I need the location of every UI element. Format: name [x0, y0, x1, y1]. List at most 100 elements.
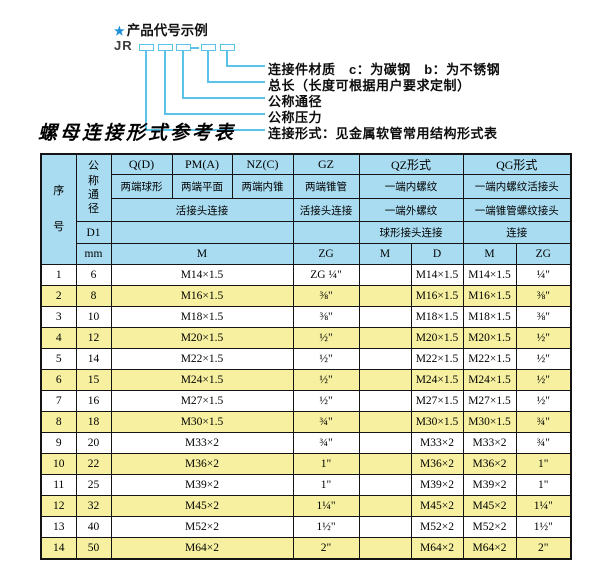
- cell-qz-m: [358, 348, 412, 370]
- cell-qz-m: [358, 264, 412, 286]
- cell-qz-d: M52×2: [410, 516, 464, 538]
- table-row: 2 8 M16×1.5 ⅜" M16×1.5 M16×1.5 ⅜": [40, 285, 572, 307]
- table-row: 10 22 M36×2 1" M36×2 M36×2 1": [40, 453, 572, 475]
- connector-line: [182, 97, 265, 99]
- cell-qg-zg: ½": [515, 390, 572, 412]
- cell-qg-m: M64×2: [462, 537, 517, 560]
- cell-mm: 20: [75, 432, 112, 454]
- header-code-pma: PM(A): [171, 153, 233, 175]
- header-col-zg: ZG: [292, 243, 360, 265]
- code-label-diameter: 公称通径: [268, 94, 323, 109]
- cell-m-thread: M39×2: [110, 474, 294, 496]
- cell-gz-zg: ¾": [292, 432, 360, 454]
- code-label-connection: 连接形式：见金属软管常用结构形式表: [268, 126, 498, 141]
- header-blank-left: [110, 221, 294, 244]
- table-row: 14 50 M64×2 2" M64×2 M64×2 2": [40, 537, 572, 560]
- cell-qz-m: [358, 306, 412, 328]
- table-title: 螺母连接形式参考表: [38, 123, 237, 144]
- cell-qg-m: M45×2: [462, 495, 517, 517]
- cell-qg-zg: ½": [515, 348, 572, 370]
- cell-qg-zg: ⅜": [515, 306, 572, 328]
- header-col-qz-d: D: [410, 243, 464, 265]
- cell-qg-m: M14×1.5: [462, 264, 517, 286]
- header-mm: mm: [75, 243, 112, 265]
- header-type-qz-2: 一端外螺纹: [358, 198, 464, 222]
- cell-gz-zg: 1": [292, 453, 360, 475]
- cell-gz-zg: ½": [292, 369, 360, 391]
- header-d1: D1: [75, 221, 112, 244]
- cell-qg-zg: ¼": [515, 264, 572, 286]
- cell-seq: 3: [40, 306, 77, 328]
- cell-seq: 2: [40, 285, 77, 307]
- cell-qg-m: M27×1.5: [462, 390, 517, 412]
- cell-m-thread: M52×2: [110, 516, 294, 538]
- cell-qg-zg: 1": [515, 474, 572, 496]
- cell-m-thread: M33×2: [110, 432, 294, 454]
- cell-qz-m: [358, 453, 412, 475]
- cell-seq: 7: [40, 390, 77, 412]
- cell-qg-m: M36×2: [462, 453, 517, 475]
- cell-seq: 9: [40, 432, 77, 454]
- cell-qz-d: M45×2: [410, 495, 464, 517]
- connector-line: [145, 51, 147, 130]
- header-seq: 序号: [40, 153, 77, 265]
- cell-gz-zg: ½": [292, 348, 360, 370]
- header-type-gz: 两端锥管: [292, 174, 360, 199]
- header-blank-gz: [292, 221, 360, 244]
- header-type-qz-1: 一端内螺纹: [358, 174, 464, 199]
- cell-seq: 5: [40, 348, 77, 370]
- connector-line: [164, 113, 265, 115]
- cell-mm: 10: [75, 306, 112, 328]
- cell-seq: 12: [40, 495, 77, 517]
- cell-mm: 18: [75, 411, 112, 433]
- cell-qz-m: [358, 369, 412, 391]
- cell-m-thread: M30×1.5: [110, 411, 294, 433]
- connector-line: [226, 65, 265, 67]
- header-conn-qg: 连接: [462, 221, 572, 244]
- cell-m-thread: M27×1.5: [110, 390, 294, 412]
- connector-line: [226, 51, 228, 66]
- cell-m-thread: M36×2: [110, 453, 294, 475]
- header-code-qd: Q(D): [110, 153, 173, 175]
- cell-qz-m: [358, 432, 412, 454]
- cell-qg-zg: 2": [515, 537, 572, 560]
- header-col-qg-m: M: [462, 243, 517, 265]
- cell-mm: 25: [75, 474, 112, 496]
- header-col-qz-m: M: [358, 243, 412, 265]
- table-row: 13 40 M52×2 1½" M52×2 M52×2 1½": [40, 516, 572, 538]
- cell-qz-d: M39×2: [410, 474, 464, 496]
- header-col-m: M: [110, 243, 294, 265]
- code-box-2: [158, 44, 173, 51]
- cell-qz-d: M24×1.5: [410, 369, 464, 391]
- table-row: 6 15 M24×1.5 ½" M24×1.5 M24×1.5 ½": [40, 369, 572, 391]
- header-type-qg-1: 一端内螺纹活接头: [462, 174, 572, 199]
- cell-mm: 22: [75, 453, 112, 475]
- diagram-title-text: 产品代号示例: [126, 23, 208, 38]
- cell-qz-d: M30×1.5: [410, 411, 464, 433]
- table-row: 8 18 M30×1.5 ¾" M30×1.5 M30×1.5 ¾": [40, 411, 572, 433]
- cell-mm: 16: [75, 390, 112, 412]
- cell-qg-zg: 1¼": [515, 495, 572, 517]
- cell-qg-m: M20×1.5: [462, 327, 517, 349]
- star-icon: ★: [114, 24, 125, 38]
- cell-seq: 13: [40, 516, 77, 538]
- cell-qg-zg: ¾": [515, 432, 572, 454]
- cell-gz-zg: ½": [292, 327, 360, 349]
- code-box-5: [220, 44, 235, 51]
- cell-m-thread: M20×1.5: [110, 327, 294, 349]
- table-row: 12 32 M45×2 1¼" M45×2 M45×2 1¼": [40, 495, 572, 517]
- cell-qz-d: M16×1.5: [410, 285, 464, 307]
- cell-gz-zg: ZG ¼": [292, 264, 360, 286]
- cell-qg-m: M18×1.5: [462, 306, 517, 328]
- cell-mm: 32: [75, 495, 112, 517]
- cell-mm: 14: [75, 348, 112, 370]
- table-row: 3 10 M18×1.5 ⅜" M18×1.5 M18×1.5 ⅜": [40, 306, 572, 328]
- cell-qz-d: M18×1.5: [410, 306, 464, 328]
- header-code-nzc: NZ(C): [231, 153, 294, 175]
- cell-mm: 15: [75, 369, 112, 391]
- cell-seq: 11: [40, 474, 77, 496]
- cell-qz-m: [358, 285, 412, 307]
- table-row: 4 12 M20×1.5 ½" M20×1.5 M20×1.5 ½": [40, 327, 572, 349]
- cell-qg-m: M22×1.5: [462, 348, 517, 370]
